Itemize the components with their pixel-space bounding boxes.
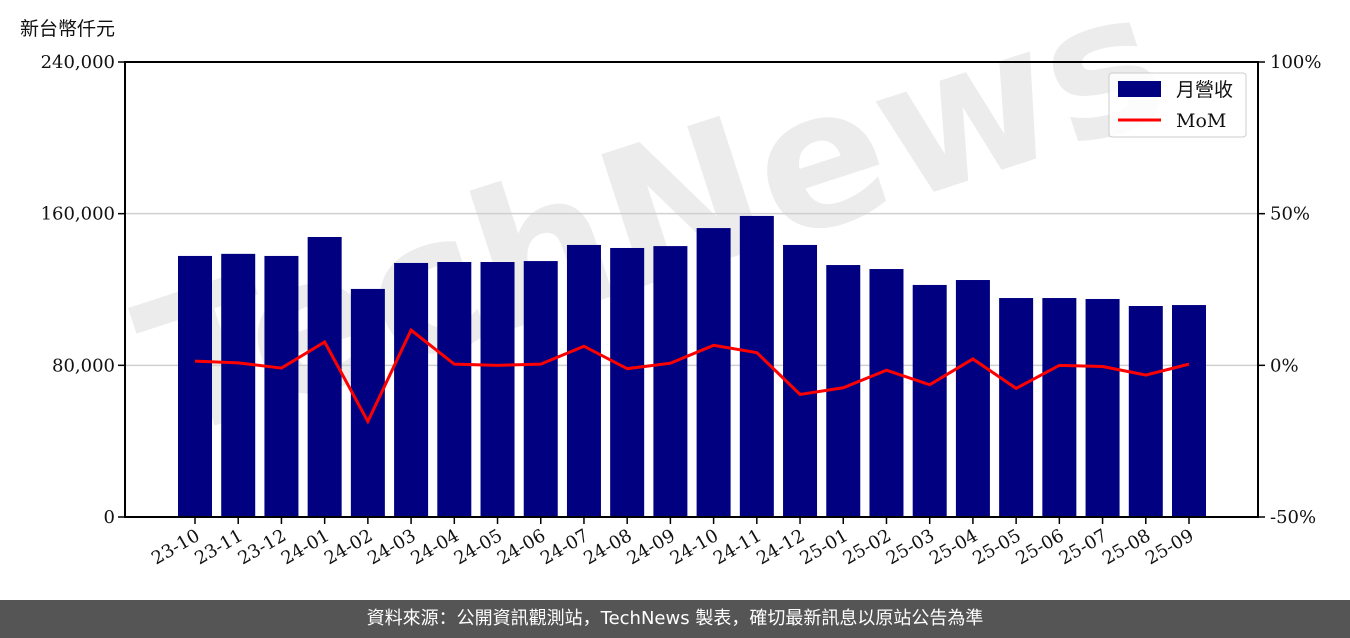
bar-24-10 xyxy=(696,228,731,517)
x-tick-label: 24-07 xyxy=(537,525,592,569)
y-right-tick-label: 0% xyxy=(1270,355,1299,376)
x-tick-label: 24-10 xyxy=(667,525,722,569)
bar-23-12 xyxy=(264,255,299,517)
y-right-tick-label: 50% xyxy=(1270,204,1310,225)
x-tick-label: 24-05 xyxy=(451,525,506,569)
bar-23-11 xyxy=(221,253,256,517)
y-left-tick-label: 80,000 xyxy=(52,355,115,376)
y-axis-unit-label: 新台幣仟元 xyxy=(20,18,116,40)
x-tick-label: 25-09 xyxy=(1142,525,1197,569)
x-tick-label: 25-02 xyxy=(840,525,895,569)
bar-24-03 xyxy=(394,262,429,517)
bar-24-06 xyxy=(523,261,558,517)
bar-25-07 xyxy=(1085,298,1120,517)
x-tick-label: 24-03 xyxy=(364,525,419,569)
y-left-tick-label: 160,000 xyxy=(41,204,115,225)
bar-25-05 xyxy=(999,298,1034,517)
bar-24-01 xyxy=(307,236,342,517)
x-tick-label: 23-11 xyxy=(191,525,246,569)
legend: 月營收 MoM xyxy=(1108,72,1247,138)
bar-24-05 xyxy=(480,262,515,517)
bar-23-10 xyxy=(178,255,212,517)
y-left-tick-label: 0 xyxy=(104,507,115,528)
y-right-tick-label: -50% xyxy=(1270,507,1316,528)
y-left-tick-label: 240,000 xyxy=(41,52,115,73)
x-tick-label: 23-10 xyxy=(148,525,203,569)
x-tick-label: 24-04 xyxy=(407,525,462,569)
x-tick-label: 25-04 xyxy=(926,525,981,569)
x-tick-label: 24-11 xyxy=(710,525,765,569)
y-right-tick-label: 100% xyxy=(1270,52,1321,73)
x-tick-label: 25-05 xyxy=(969,525,1024,569)
legend-label-mom: MoM xyxy=(1176,110,1226,132)
bar-25-08 xyxy=(1128,305,1163,517)
bar-25-06 xyxy=(1042,298,1077,517)
x-tick-label: 25-07 xyxy=(1056,525,1111,569)
plot-frame xyxy=(124,61,1259,518)
x-tick-label: 24-01 xyxy=(278,525,333,569)
footer-source-note: 資料來源：公開資訊觀測站，TechNews 製表，確切最新訊息以原站公告為準 xyxy=(0,600,1350,638)
x-tick-label: 25-03 xyxy=(883,525,938,569)
x-tick-label: 24-02 xyxy=(321,525,376,569)
x-tick-label: 24-12 xyxy=(753,525,808,569)
bar-25-09 xyxy=(1172,305,1206,517)
x-tick-label: 25-06 xyxy=(1012,525,1067,569)
x-tick-label: 24-09 xyxy=(623,525,678,569)
bar-25-04 xyxy=(955,280,990,517)
bar-24-12 xyxy=(783,244,818,517)
x-tick-label: 25-08 xyxy=(1099,525,1154,569)
mom-line xyxy=(194,327,1190,425)
x-tick-label: 23-12 xyxy=(234,525,289,569)
bar-24-07 xyxy=(566,244,601,517)
x-tick-label: 24-06 xyxy=(494,525,549,569)
legend-bar-swatch xyxy=(1118,81,1161,97)
x-tick-label: 25-01 xyxy=(796,525,851,569)
bar-24-09 xyxy=(653,246,688,517)
bar-24-11 xyxy=(739,215,774,518)
bar-24-02 xyxy=(350,288,385,517)
bar-24-04 xyxy=(437,262,472,517)
bar-25-02 xyxy=(869,269,904,517)
bar-25-03 xyxy=(912,284,947,517)
revenue-chart: TechNews080,000160,000240,000-50%0%50%10… xyxy=(41,0,1322,569)
bar-24-08 xyxy=(610,247,645,517)
x-tick-label: 24-08 xyxy=(580,525,635,569)
legend-label-revenue: 月營收 xyxy=(1176,79,1233,101)
